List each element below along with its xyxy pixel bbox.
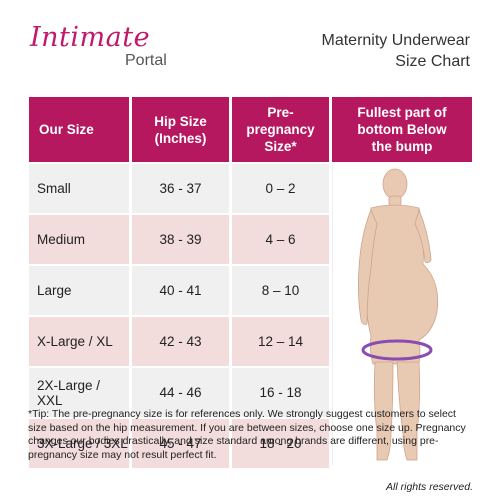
table-row: Medium 38 - 39 4 – 6 [29, 215, 329, 266]
cell-size: 3X-Large / 3XL [29, 419, 129, 468]
table-body: Small 36 - 37 0 – 2 Medium 38 - 39 4 – 6… [29, 164, 329, 470]
table-row: Large 40 - 41 8 – 10 [29, 266, 329, 317]
cell-pre: 18 - 20 [232, 419, 329, 468]
size-chart-table: Our Size Hip Size (Inches) Pre-pregnancy… [29, 97, 473, 470]
table-row: 3X-Large / 3XL 45 - 47 18 - 20 [29, 419, 329, 470]
cell-hip: 36 - 37 [132, 164, 229, 213]
header-fullest-part: Fullest part of bottom Below the bump [332, 97, 472, 162]
page-title-line1: Maternity Underwear [321, 32, 471, 49]
cell-size: X-Large / XL [29, 317, 129, 366]
measurement-figure [332, 164, 473, 465]
cell-hip: 44 - 46 [132, 368, 229, 417]
cell-pre: 8 – 10 [232, 266, 329, 315]
tip-note: *Tip: The pre-pregnancy size is for refe… [28, 408, 466, 461]
cell-pre: 16 - 18 [232, 368, 329, 417]
cell-size: Large [29, 266, 129, 315]
cell-size: Medium [29, 215, 129, 264]
rights-notice: All rights reserved. [386, 481, 473, 493]
cell-hip: 45 - 47 [132, 419, 229, 468]
cell-size: Small [29, 164, 129, 213]
brand-name: Intimate [30, 22, 151, 53]
header-hip-size: Hip Size (Inches) [132, 97, 229, 162]
page-title: Maternity Underwear Size Chart [240, 30, 471, 72]
header-our-size: Our Size [29, 97, 129, 162]
cell-hip: 38 - 39 [132, 215, 229, 264]
cell-pre: 12 – 14 [232, 317, 329, 366]
header-pre-pregnancy: Pre-pregnancy Size* [232, 97, 329, 162]
page-title-line2: Size Chart [395, 53, 470, 70]
table-row: 2X-Large / XXL 44 - 46 16 - 18 [29, 368, 329, 419]
cell-hip: 40 - 41 [132, 266, 229, 315]
table-row: Small 36 - 37 0 – 2 [29, 164, 329, 215]
brand-logo: Intimate Portal [30, 22, 180, 74]
pregnant-body-illustration [357, 168, 439, 461]
cell-pre: 4 – 6 [232, 215, 329, 264]
table-row: X-Large / XL 42 - 43 12 – 14 [29, 317, 329, 368]
brand-subname: Portal [125, 52, 167, 69]
cell-pre: 0 – 2 [232, 164, 329, 213]
cell-size: 2X-Large / XXL [29, 368, 129, 417]
cell-hip: 42 - 43 [132, 317, 229, 366]
